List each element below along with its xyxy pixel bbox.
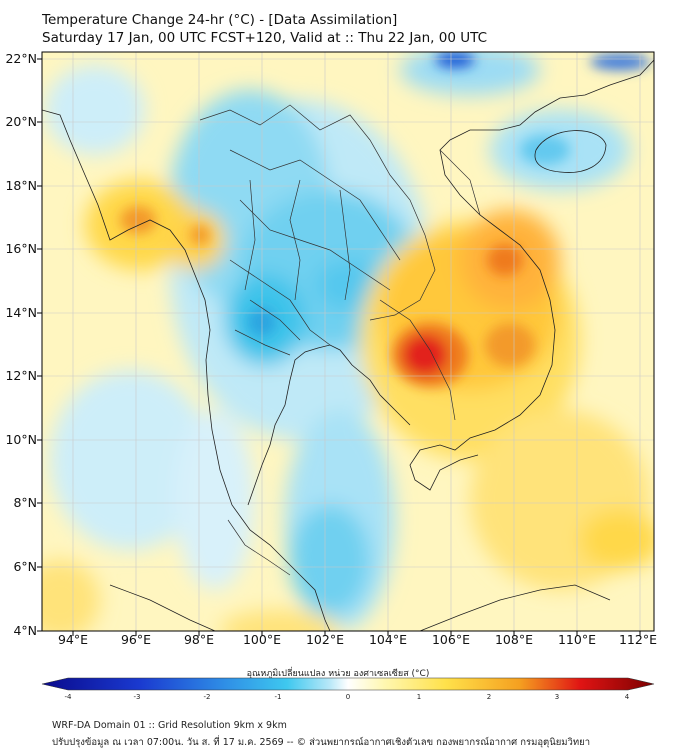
colorbar-tick: -1 [274, 693, 282, 701]
lat-label-22n: 22°N [5, 51, 37, 66]
coastlines [42, 59, 654, 631]
lon-label-106e: 106°E [431, 632, 470, 647]
map-subtitle: Saturday 17 Jan, 00 UTC FCST+120, Valid … [42, 30, 487, 46]
temperature-field [42, 52, 654, 631]
lat-label-8n: 8°N [13, 495, 37, 510]
colorbar-tick: 4 [624, 693, 630, 701]
lat-label-18n: 18°N [5, 178, 37, 193]
lat-label-16n: 16°N [5, 241, 37, 256]
lat-label-4n: 4°N [13, 623, 37, 638]
map-frame [41, 51, 655, 632]
graticule [42, 52, 654, 631]
colorbar [41, 677, 655, 691]
lat-label-20n: 20°N [5, 114, 37, 129]
lon-label-112e: 112°E [618, 632, 657, 647]
lat-label-6n: 6°N [13, 559, 37, 574]
colorbar-tick: -4 [64, 693, 72, 701]
lat-label-10n: 10°N [5, 432, 37, 447]
lon-label-102e: 102°E [305, 632, 344, 647]
admin-borders [199, 104, 481, 576]
lon-label-100e: 100°E [242, 632, 281, 647]
lon-label-104e: 104°E [368, 632, 407, 647]
colorbar-tick: 0 [345, 693, 351, 701]
lon-label-94e: 94°E [57, 632, 89, 647]
colorbar-tick: 3 [554, 693, 560, 701]
lon-label-110e: 110°E [557, 632, 596, 647]
lat-label-12n: 12°N [5, 368, 37, 383]
colorbar-tick: -3 [133, 693, 141, 701]
footer-model-info: WRF-DA Domain 01 :: Grid Resolution 9km … [52, 720, 287, 731]
colorbar-tick: 1 [416, 693, 422, 701]
lat-label-14n: 14°N [5, 305, 37, 320]
colorbar-tick: -2 [203, 693, 211, 701]
colorbar-label: อุณหภูมิเปลี่ยนแปลง หน่วย องศาเซลเซียส (… [246, 669, 430, 679]
temperature-change-map [37, 51, 655, 636]
axis-ticks [37, 58, 641, 636]
lon-label-108e: 108°E [494, 632, 533, 647]
map-title: Temperature Change 24-hr (°C) - [Data As… [42, 12, 398, 28]
lon-label-96e: 96°E [120, 632, 152, 647]
footer-update-info: ปรับปรุงข้อมูล ณ เวลา 07:00น. วัน ส. ที่… [52, 737, 591, 748]
colorbar-tick: 2 [486, 693, 492, 701]
lon-label-98e: 98°E [183, 632, 215, 647]
